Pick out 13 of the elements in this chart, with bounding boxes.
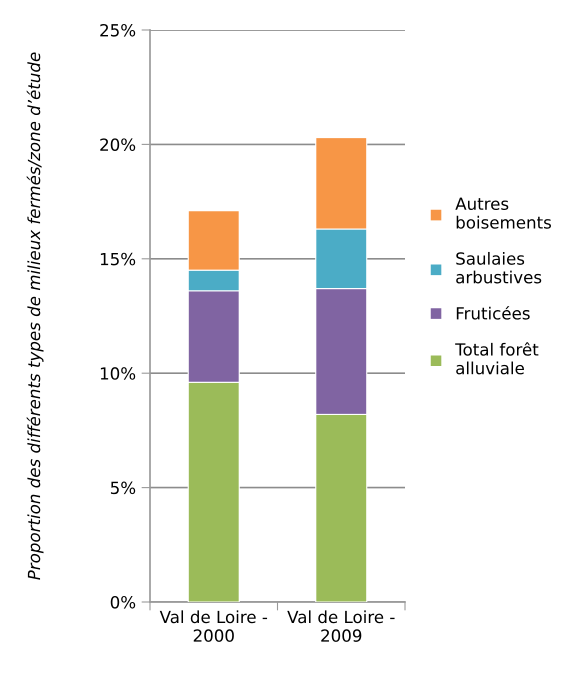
legend-label: Saulaies arbustives (456, 252, 542, 284)
y-tick-label: 0% (110, 596, 136, 609)
y-tick-label: 10% (100, 367, 136, 380)
x-tick-label: Val de Loire - 2009 (287, 610, 395, 642)
legend-label: Autres boisements (455, 198, 551, 229)
y-tick-label: 20% (100, 138, 136, 151)
x-tick-label: Val de Loire - 2000 (160, 610, 268, 642)
legend-label: Fruticées (456, 306, 530, 320)
y-tick-label: 5% (110, 482, 136, 494)
y-tick-label: 15% (100, 252, 136, 266)
y-axis-title: Proportion des différents types de milieux fermés/zone d’étude (26, 52, 44, 580)
y-tick-label: 25% (100, 24, 136, 37)
legend-label: Total forêt alluviale (455, 342, 538, 374)
